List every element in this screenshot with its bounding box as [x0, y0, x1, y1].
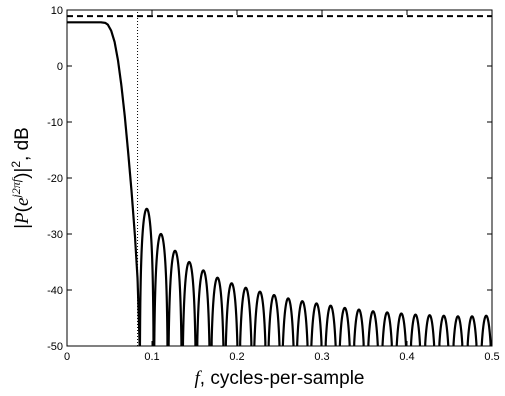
- y-tick-label: 0: [57, 61, 63, 73]
- x-tick-label: 0.5: [484, 351, 499, 363]
- y-tick-label: -40: [47, 285, 63, 297]
- y-tick-label: -50: [47, 341, 63, 353]
- x-tick-label: 0.4: [399, 351, 414, 363]
- x-axis-label-symbol: f: [195, 368, 203, 389]
- y-axis-label-power: 2: [9, 161, 23, 168]
- y-axis-label-func: P: [12, 212, 33, 225]
- y-tick-label: 10: [51, 5, 63, 17]
- x-axis-label-text: , cycles-per-sample: [200, 368, 365, 389]
- x-axis-label: f, cycles-per-sample: [195, 368, 365, 389]
- y-axis-label-unit: , dB: [12, 127, 33, 161]
- x-tick-label: 0: [64, 351, 70, 363]
- x-tick-label: 0.2: [229, 351, 244, 363]
- y-tick-label: -10: [47, 117, 63, 129]
- y-axis-label: |P(ej2πf)|2, dB: [9, 127, 33, 229]
- y-axis-label-paren-close: ): [12, 173, 33, 179]
- labels-layer: f, cycles-per-sample |P(ej2πf)|2, dB: [9, 127, 365, 389]
- y-axis-label-exponent: j2πf: [9, 177, 23, 199]
- y-tick-label: -30: [47, 229, 63, 241]
- y-tick-label: -20: [47, 173, 63, 185]
- y-axis-label-open-bar: |: [12, 224, 33, 229]
- y-axis-label-base: e: [12, 198, 33, 206]
- y-axis-label-paren-open: (: [12, 205, 33, 212]
- x-tick-label: 0.1: [144, 351, 159, 363]
- ticks-layer: 0 0.1 0.2 0.3 0.4 0.5 -50 -40 -30 -20 -10 0 10: [47, 5, 500, 363]
- x-tick-label: 0.3: [314, 351, 329, 363]
- y-axis-label-close-bar: |: [12, 168, 33, 173]
